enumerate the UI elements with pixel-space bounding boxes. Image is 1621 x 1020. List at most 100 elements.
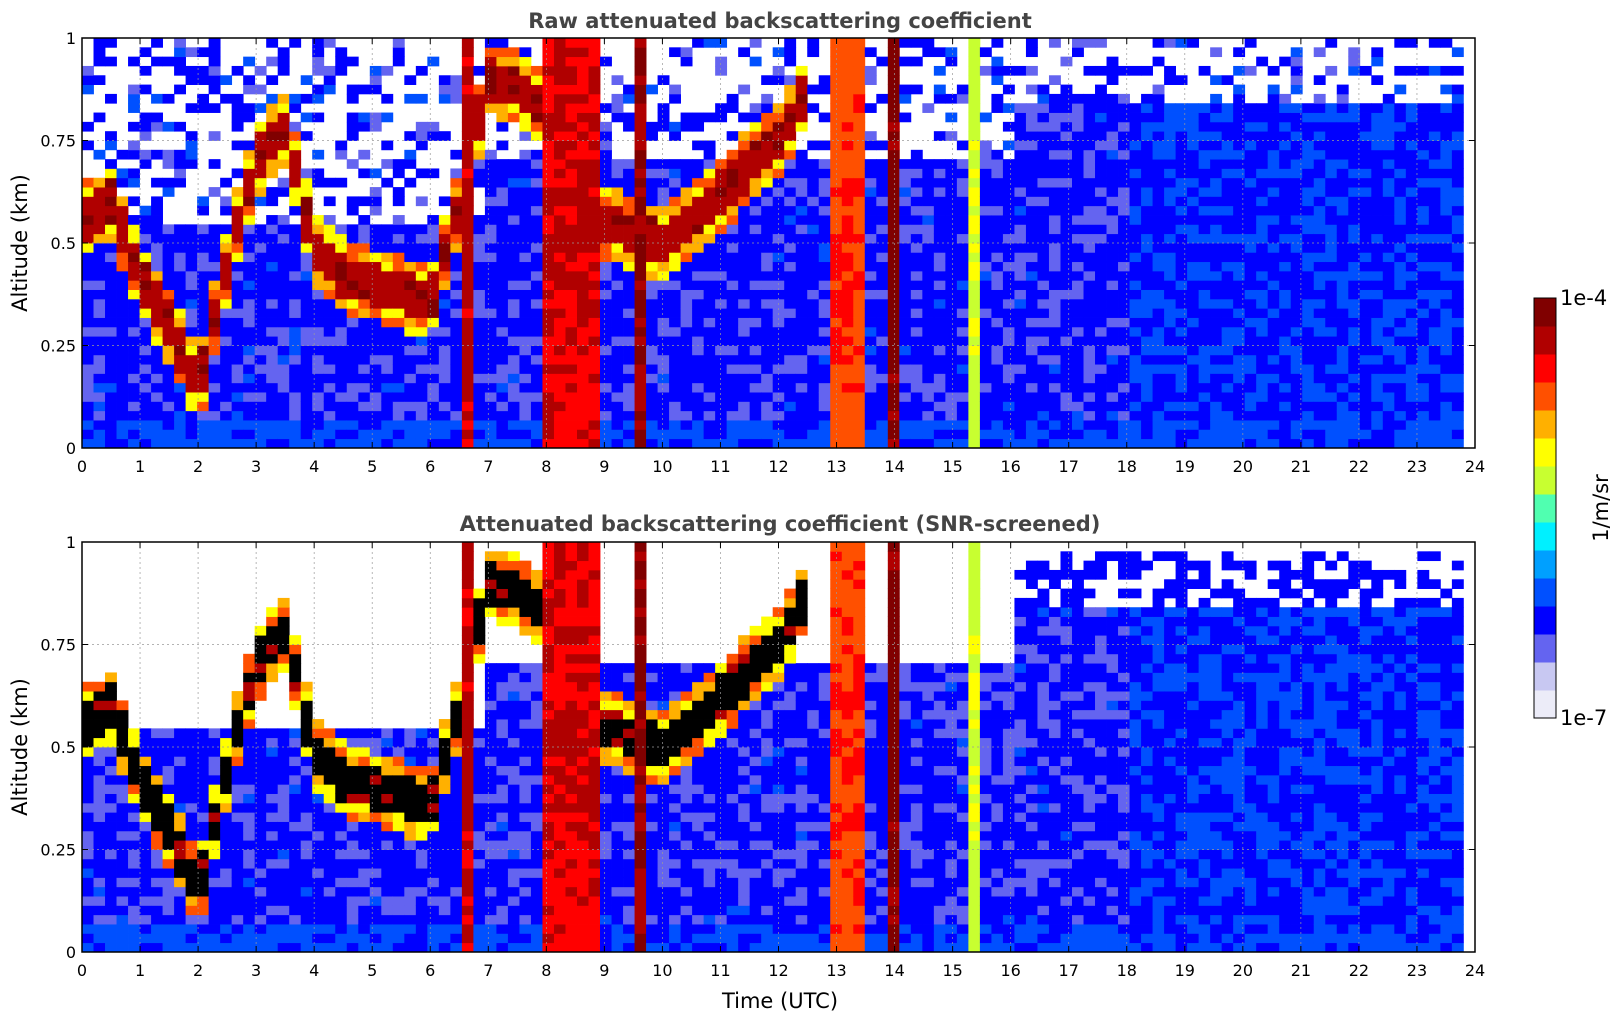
heatmap-cell (761, 205, 774, 216)
heatmap-cell (565, 93, 578, 104)
heatmap-cell (726, 270, 739, 281)
heatmap-cell (1382, 252, 1395, 263)
heatmap-cell (1348, 215, 1361, 225)
heatmap-cell (692, 373, 705, 384)
heatmap-cell (542, 205, 555, 216)
heatmap-cell (1118, 373, 1130, 384)
heatmap-cell (1072, 205, 1084, 216)
heatmap-cell (93, 382, 106, 393)
heatmap-cell (1129, 317, 1142, 328)
heatmap-cell (1382, 336, 1395, 346)
heatmap-cell (530, 187, 543, 197)
heatmap-cell (1302, 308, 1315, 318)
heatmap-cell (749, 289, 762, 300)
heatmap-cell (1060, 420, 1073, 430)
heatmap-cell (565, 47, 578, 58)
heatmap-cell (323, 261, 336, 272)
heatmap-cell (1106, 401, 1119, 412)
heatmap-cell (1405, 326, 1418, 337)
heatmap-cell (496, 65, 509, 76)
heatmap-cell (162, 840, 175, 850)
heatmap-cell (300, 420, 313, 430)
heatmap-cell (991, 177, 1004, 188)
heatmap-cell (254, 196, 267, 207)
heatmap-cell (369, 354, 382, 365)
heatmap-cell (450, 215, 463, 225)
heatmap-cell (1037, 149, 1050, 160)
heatmap-cell (1210, 261, 1223, 272)
heatmap-cell (174, 38, 186, 48)
heatmap-cell (185, 830, 198, 841)
heatmap-cell (139, 858, 152, 869)
heatmap-cell (346, 317, 359, 328)
heatmap-cell (82, 756, 94, 767)
heatmap-cell (968, 243, 981, 253)
heatmap-cell (945, 410, 958, 421)
heatmap-cell (1244, 261, 1257, 272)
heatmap-cell (519, 84, 532, 95)
heatmap-cell (335, 270, 348, 281)
heatmap-cell (565, 326, 578, 337)
heatmap-cell (1267, 121, 1280, 132)
heatmap-cell (899, 373, 912, 384)
heatmap-cell (795, 261, 808, 272)
heatmap-cell (1164, 336, 1176, 346)
heatmap-cell (208, 802, 221, 813)
heatmap-cell (231, 802, 244, 813)
heatmap-cell (1382, 392, 1395, 402)
heatmap-cell (369, 252, 382, 263)
heatmap-cell (116, 933, 129, 944)
heatmap-cell (991, 410, 1004, 421)
heatmap-cell (1440, 373, 1453, 384)
heatmap-cell (979, 65, 992, 76)
heatmap-cell (945, 392, 958, 402)
heatmap-cell (1440, 177, 1453, 188)
heatmap-cell (577, 215, 589, 225)
heatmap-cell (174, 830, 186, 841)
heatmap-cell (185, 420, 198, 430)
heatmap-cell (818, 401, 831, 412)
heatmap-cell (565, 382, 578, 393)
heatmap-cell (1440, 121, 1453, 132)
heatmap-cell (577, 224, 589, 235)
heatmap-cell (128, 737, 140, 748)
heatmap-cell (220, 812, 233, 822)
heatmap-cell (1279, 252, 1292, 263)
heatmap-cell (772, 65, 785, 76)
heatmap-cell (922, 196, 935, 207)
heatmap-cell (1210, 336, 1223, 346)
heatmap-cell (1428, 159, 1441, 169)
heatmap-cell (128, 392, 140, 402)
heatmap-cell (93, 243, 106, 253)
heatmap-cell (1118, 354, 1130, 365)
heatmap-cell (392, 354, 405, 365)
heatmap-cell (105, 429, 117, 440)
heatmap-cell (542, 65, 555, 76)
heatmap-cell (634, 382, 647, 393)
heatmap-cell (1002, 354, 1015, 365)
heatmap-cell (1083, 38, 1096, 48)
heatmap-cell (553, 252, 566, 263)
heatmap-cell (243, 224, 256, 235)
heatmap-cell (864, 308, 877, 318)
heatmap-cell (910, 168, 923, 179)
heatmap-cell (185, 345, 198, 356)
heatmap-cell (220, 308, 233, 318)
heatmap-cell (174, 84, 186, 95)
heatmap-cell (82, 905, 94, 916)
heatmap-cell (323, 177, 336, 188)
heatmap-cell (1210, 345, 1223, 356)
heatmap-cell (369, 336, 382, 346)
heatmap-cell (979, 364, 992, 374)
heatmap-cell (1083, 149, 1096, 160)
heatmap-cell (197, 858, 210, 869)
heatmap-cell (1382, 289, 1395, 300)
heatmap-cell (1267, 270, 1280, 281)
heatmap-cell (841, 56, 854, 67)
heatmap-cell (761, 177, 774, 188)
heatmap-cell (853, 354, 866, 365)
heatmap-cell (1302, 298, 1315, 309)
heatmap-cell (761, 243, 774, 253)
heatmap-cell (738, 401, 751, 412)
heatmap-cell (220, 429, 233, 440)
